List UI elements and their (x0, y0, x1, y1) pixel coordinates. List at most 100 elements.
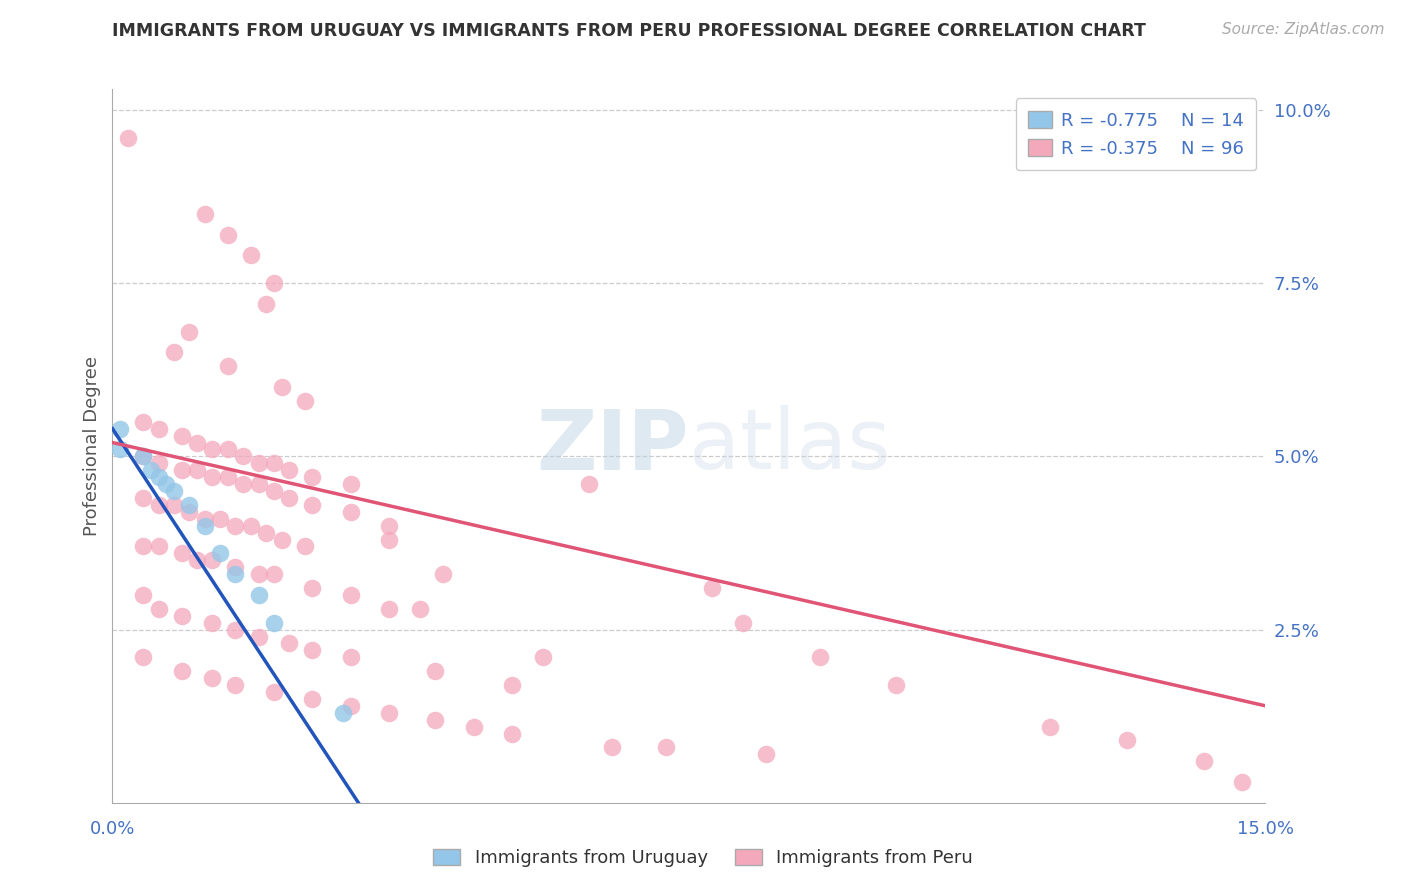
Point (108, 422, 131, 436)
Point (132, 588, 155, 602)
Text: ZIP: ZIP (537, 406, 689, 486)
Point (339, 650, 361, 665)
Point (209, 512, 232, 526)
Point (132, 650, 155, 665)
Point (1116, 733, 1139, 747)
Point (886, 678, 908, 692)
Point (254, 525, 277, 540)
Point (201, 553, 224, 567)
Point (247, 477, 270, 491)
Point (163, 345, 186, 359)
Point (232, 477, 254, 491)
Point (655, 740, 678, 755)
Point (155, 477, 177, 491)
Point (148, 470, 170, 484)
Point (224, 678, 246, 692)
Point (148, 602, 170, 616)
Point (378, 602, 401, 616)
Point (247, 630, 270, 644)
Point (179, 498, 201, 512)
Point (148, 498, 170, 512)
Point (239, 518, 262, 533)
Point (132, 540, 155, 554)
Point (278, 463, 301, 477)
Point (1192, 754, 1215, 768)
Point (170, 428, 193, 442)
Point (224, 567, 246, 582)
Point (378, 518, 401, 533)
Point (170, 546, 193, 560)
Point (247, 567, 270, 582)
Point (501, 726, 523, 740)
Point (201, 671, 224, 685)
Point (409, 602, 432, 616)
Point (201, 615, 224, 630)
Point (531, 650, 554, 665)
Point (247, 588, 270, 602)
Point (186, 435, 208, 450)
Point (301, 498, 323, 512)
Point (224, 560, 246, 574)
Point (700, 581, 723, 595)
Point (186, 463, 208, 477)
Text: atlas: atlas (689, 406, 890, 486)
Point (217, 470, 239, 484)
Point (600, 740, 623, 755)
Point (808, 650, 831, 665)
Point (186, 553, 208, 567)
Point (194, 207, 217, 221)
Point (163, 483, 186, 498)
Point (163, 498, 186, 512)
Point (278, 636, 301, 650)
Point (301, 691, 323, 706)
Point (339, 477, 361, 491)
Text: 15.0%: 15.0% (1237, 820, 1294, 838)
Point (117, 130, 139, 145)
Point (263, 567, 285, 582)
Point (263, 276, 285, 290)
Point (194, 518, 217, 533)
Point (224, 623, 246, 637)
Point (148, 540, 170, 554)
Point (278, 491, 301, 505)
Point (294, 540, 316, 554)
Point (339, 505, 361, 519)
Point (254, 297, 277, 311)
Point (263, 685, 285, 699)
Point (425, 664, 447, 678)
Point (339, 698, 361, 713)
Point (201, 442, 224, 457)
Point (755, 747, 778, 762)
Point (378, 533, 401, 547)
Point (132, 450, 155, 464)
Point (179, 505, 201, 519)
Point (170, 608, 193, 623)
Point (148, 456, 170, 470)
Point (301, 581, 323, 595)
Point (139, 463, 162, 477)
Point (578, 477, 600, 491)
Point (209, 546, 232, 560)
Point (217, 227, 239, 242)
Point (301, 470, 323, 484)
Point (217, 442, 239, 457)
Point (247, 456, 270, 470)
Point (432, 567, 454, 582)
Point (132, 491, 155, 505)
Point (425, 713, 447, 727)
Point (170, 463, 193, 477)
Point (378, 706, 401, 720)
Point (263, 615, 285, 630)
Point (463, 720, 485, 734)
Text: Source: ZipAtlas.com: Source: ZipAtlas.com (1222, 22, 1385, 37)
Legend: R = -0.775    N = 14, R = -0.375    N = 96: R = -0.775 N = 14, R = -0.375 N = 96 (1015, 98, 1257, 170)
Point (170, 664, 193, 678)
Point (132, 450, 155, 464)
Point (239, 248, 262, 262)
Point (270, 533, 292, 547)
Point (263, 456, 285, 470)
Point (201, 470, 224, 484)
Point (294, 394, 316, 409)
Point (301, 643, 323, 657)
Point (217, 359, 239, 374)
